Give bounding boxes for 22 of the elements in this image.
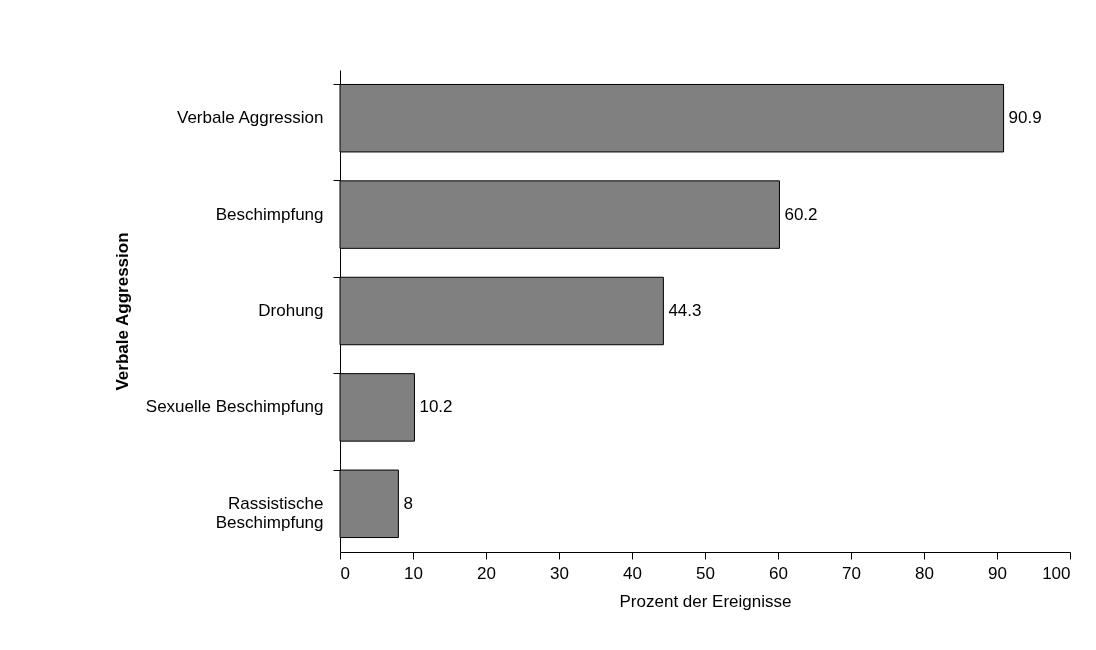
data-label: 8 [403,493,413,513]
x-tick-label: 30 [550,563,569,583]
data-label: 10.2 [419,397,453,417]
data-label: 90.9 [1008,108,1042,128]
y-tick-label: Verbale Aggression [177,108,324,128]
x-tick-label: 10 [404,563,423,583]
x-tick-label: 60 [769,563,788,583]
y-tick-label: Drohung [258,301,324,320]
y-tick-label: Rassistische Beschimpfung [215,493,324,532]
x-tick-label: 50 [696,563,715,583]
x-tick-label: 70 [842,563,861,583]
y-tick-label: Sexuelle Beschimpfung [145,397,324,417]
x-tick-label: 80 [915,563,934,583]
x-tick-label: 0 [340,563,350,583]
data-label: 44.3 [668,301,702,320]
x-tick-label: 100 [1042,563,1071,583]
x-tick-label: 90 [988,563,1007,583]
y-tick-label: Beschimpfung [215,204,324,224]
data-label: 60.2 [784,204,818,224]
x-tick-label: 40 [623,563,642,583]
x-axis-title: Prozent der Ereignisse [619,591,792,611]
x-tick-label: 20 [477,563,496,583]
